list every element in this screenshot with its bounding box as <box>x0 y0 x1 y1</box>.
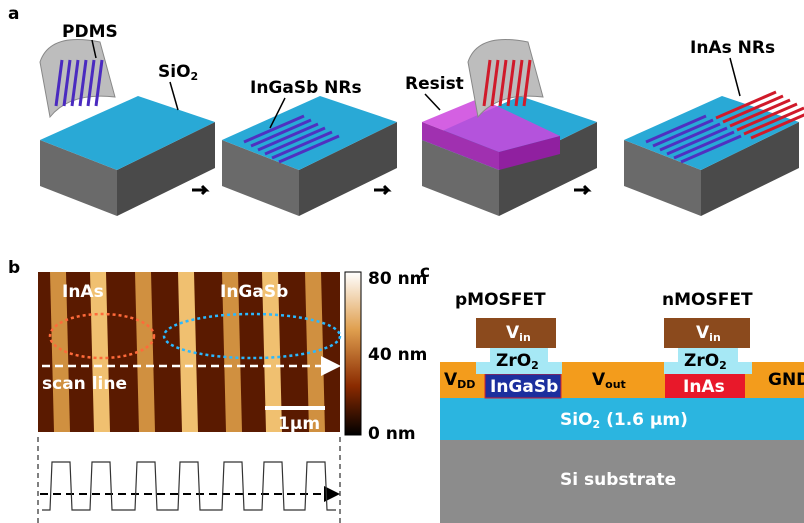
height-profile <box>42 462 336 510</box>
subscript: 2 <box>191 70 199 83</box>
text: V <box>592 370 606 390</box>
subscript: out <box>605 378 626 391</box>
arrow <box>574 186 588 194</box>
panel-label: b <box>8 258 20 278</box>
annotation: PDMS <box>62 22 118 42</box>
annotation: SiO2 <box>158 62 198 83</box>
text: V <box>444 370 458 390</box>
channel-label: InAs <box>683 377 725 397</box>
layer-label: SiO2 (1.6 μm) <box>560 410 688 431</box>
text: SiO <box>158 62 191 82</box>
subscript: in <box>709 331 721 344</box>
figure: a PDMS SiO2 InGaSb NRs Resist InAs NRs b… <box>0 0 804 523</box>
terminal-label: GND <box>768 370 804 390</box>
device-title: nMOSFET <box>662 290 753 310</box>
leader <box>425 94 440 110</box>
layer-label: Si substrate <box>560 470 676 490</box>
colorbar <box>345 272 361 435</box>
colorbar-label: 0 nm <box>368 424 416 444</box>
subscript: 2 <box>719 359 727 372</box>
arrow <box>192 186 206 194</box>
text: V <box>696 323 710 343</box>
annotation: InAs NRs <box>690 38 775 58</box>
subscript: 2 <box>593 418 601 431</box>
colorbar-label: 40 nm <box>368 345 427 365</box>
subscript: in <box>519 331 531 344</box>
scale-bar-label: 1μm <box>278 414 320 434</box>
text: V <box>506 323 520 343</box>
leader <box>730 58 740 96</box>
text: ZrO <box>496 351 531 371</box>
annotation: scan line <box>42 374 127 394</box>
subscript: DD <box>457 378 475 391</box>
annotation: Resist <box>405 74 464 94</box>
text: (1.6 μm) <box>600 410 688 430</box>
text: SiO <box>560 410 593 430</box>
device-blocks <box>40 40 804 217</box>
panel-label: c <box>420 262 430 282</box>
stamp <box>40 40 115 118</box>
annotation: InAs <box>62 282 104 302</box>
annotation: InGaSb <box>220 282 288 302</box>
leader <box>170 82 178 110</box>
colorbar-label: 80 nm <box>368 269 427 289</box>
device-title: pMOSFET <box>455 290 546 310</box>
annotation: InGaSb NRs <box>250 78 362 98</box>
panel-label: a <box>8 4 19 24</box>
page: a PDMS SiO2 InGaSb NRs Resist InAs NRs b… <box>0 0 804 523</box>
subscript: 2 <box>531 359 539 372</box>
channel-label: InGaSb <box>490 377 558 397</box>
text: ZrO <box>684 351 719 371</box>
arrow <box>374 186 388 194</box>
